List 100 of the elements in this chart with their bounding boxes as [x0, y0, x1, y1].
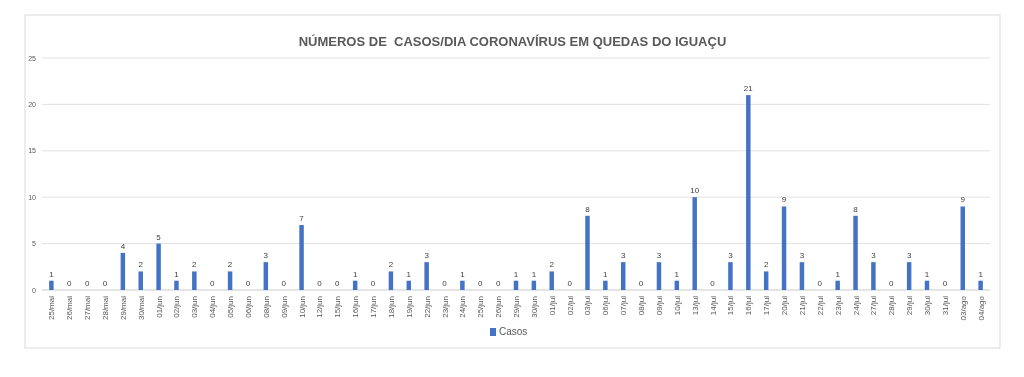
bar — [906, 262, 912, 290]
bar — [620, 262, 626, 290]
x-tick-label: 02/jul — [565, 295, 575, 316]
data-label: 1 — [460, 269, 466, 279]
bar — [549, 271, 554, 290]
bar — [656, 262, 662, 290]
data-label: 0 — [317, 279, 323, 288]
data-label: 1 — [835, 269, 841, 279]
x-tick-label: 10/jul — [672, 295, 682, 316]
bar — [174, 280, 179, 290]
x-tick-label: 30/mai — [136, 295, 146, 321]
x-tick-label: 08/jul — [637, 295, 647, 316]
data-label: 0 — [817, 279, 823, 288]
data-label: 3 — [799, 251, 805, 261]
data-label: 1 — [674, 269, 680, 279]
bar — [156, 243, 161, 290]
data-label: 0 — [209, 279, 215, 288]
data-label: 5 — [156, 232, 162, 242]
data-label: 1 — [406, 269, 412, 279]
x-tick-label: 06/jul — [601, 295, 611, 316]
bar — [460, 280, 465, 290]
data-label: 7 — [299, 214, 305, 224]
data-label: 0 — [638, 279, 644, 288]
x-tick-label: 03/jul — [583, 295, 593, 316]
data-label: 0 — [370, 279, 376, 288]
x-tick-label: 15/jun — [333, 296, 343, 318]
bar — [227, 271, 233, 290]
data-label: 8 — [853, 204, 859, 214]
bar — [692, 197, 697, 290]
data-label: 8 — [585, 204, 591, 214]
bar — [299, 225, 304, 290]
x-tick-label: 14/jul — [708, 295, 718, 316]
data-label: 2 — [138, 260, 144, 270]
legend-label: Casos — [499, 326, 528, 337]
x-tick-label: 31/jul — [940, 295, 950, 316]
data-label: 0 — [942, 279, 948, 288]
data-label: 1 — [603, 269, 609, 279]
x-tick-label: 25/mai — [47, 295, 57, 321]
x-tick-label: 03/jun — [190, 296, 200, 318]
x-tick-label: 04/ago — [976, 295, 986, 321]
x-tick-label: 20/jul — [780, 295, 790, 316]
data-label: 1 — [924, 269, 930, 279]
data-label: 10 — [690, 186, 700, 196]
bar — [763, 271, 769, 290]
bar — [746, 95, 751, 290]
x-tick-label: 21/jul — [797, 295, 807, 316]
data-label: 21 — [743, 84, 754, 94]
x-tick-label: 23/jul — [833, 295, 843, 316]
x-tick-label: 02/jun — [172, 296, 182, 318]
data-label: 1 — [978, 269, 984, 279]
x-tick-label: 24/jul — [851, 295, 861, 316]
bar — [263, 262, 269, 290]
x-tick-label: 29/jul — [905, 295, 915, 316]
data-label: 3 — [620, 251, 626, 261]
x-tick-label: 30/jun — [529, 296, 539, 318]
bar — [585, 215, 590, 290]
x-tick-label: 05/jun — [226, 296, 236, 318]
data-label: 0 — [245, 279, 251, 288]
data-label: 2 — [763, 260, 769, 270]
bar — [781, 206, 787, 290]
data-label: 0 — [478, 279, 484, 288]
data-label: 0 — [495, 279, 501, 288]
data-label: 0 — [710, 279, 716, 288]
x-tick-label: 19/jun — [404, 296, 414, 318]
x-tick-label: 10/jun — [297, 296, 307, 318]
x-tick-label: 29/jun — [512, 296, 521, 318]
data-label: 3 — [424, 251, 430, 261]
data-label: 1 — [352, 269, 358, 279]
x-tick-label: 29/mai — [118, 295, 128, 321]
x-tick-label: 09/jul — [654, 295, 664, 316]
data-label: 1 — [531, 269, 537, 279]
x-tick-label: 09/jun — [279, 296, 289, 318]
data-label: 1 — [513, 269, 519, 279]
x-tick-label: 03/ago — [958, 295, 968, 321]
bar — [799, 262, 805, 290]
x-tick-label: 06/jun — [243, 296, 253, 318]
x-tick-label: 01/jun — [154, 296, 164, 318]
x-tick-label: 01/jul — [547, 295, 557, 316]
x-tick-label: 28/jul — [887, 295, 897, 316]
data-label: 3 — [906, 251, 912, 261]
data-label: 1 — [174, 269, 180, 279]
x-tick-label: 30/jul — [923, 295, 933, 316]
data-label: 3 — [263, 251, 269, 261]
chart-title: NÚMEROS DE CASOS/DIA CORONAVÍRUS EM QUEDAS DO IGUAÇU — [298, 34, 727, 49]
x-tick-label: 22/jun — [422, 296, 432, 318]
x-tick-label: 22/jul — [815, 295, 825, 316]
x-tick-label: 07/jul — [619, 295, 629, 316]
x-tick-label: 24/jun — [458, 296, 468, 318]
x-tick-label: 17/jun — [369, 296, 379, 318]
data-label: 2 — [227, 260, 233, 270]
bar — [49, 280, 54, 290]
x-tick-label: 23/jun — [440, 296, 450, 318]
data-label: 4 — [120, 241, 126, 251]
data-label: 0 — [889, 279, 895, 288]
data-label: 9 — [960, 195, 966, 205]
data-label: 0 — [442, 279, 448, 288]
data-label: 3 — [871, 251, 877, 261]
data-label: 2 — [549, 260, 555, 270]
bar — [853, 215, 858, 290]
bar — [835, 280, 840, 290]
